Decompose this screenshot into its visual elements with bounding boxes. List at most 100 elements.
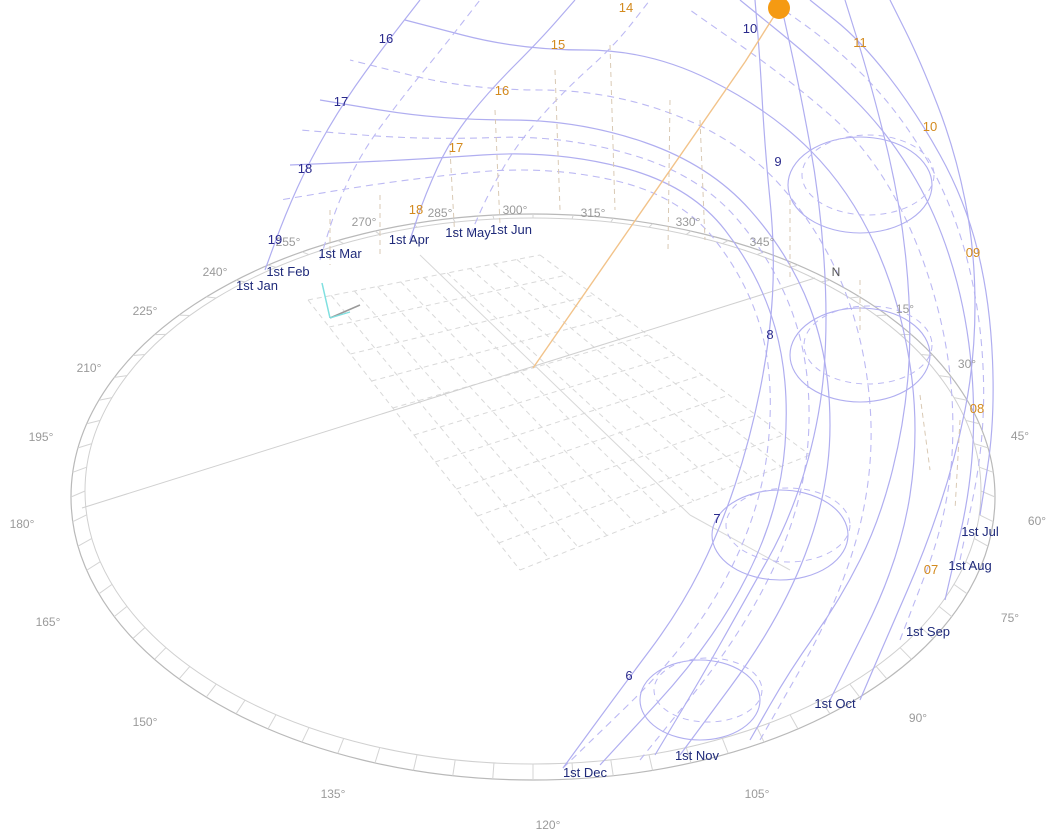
- compass-diameter-line: [689, 514, 791, 571]
- compass-tick: [452, 759, 456, 776]
- compass-tick: [789, 714, 799, 730]
- ground-grid-line: [413, 354, 676, 436]
- hour-label: 16: [495, 83, 509, 98]
- compass-tick: [98, 583, 113, 595]
- compass-tick: [756, 251, 765, 256]
- compass-tick: [648, 223, 653, 228]
- azimuth-label: 90°: [909, 711, 927, 725]
- date-label: 1st Sep: [906, 624, 950, 639]
- ground-grid-line: [519, 454, 811, 571]
- hour-path-line: [562, 0, 774, 769]
- compass-tick: [492, 762, 495, 779]
- compass-tick: [920, 627, 934, 639]
- compass-tick: [374, 747, 381, 764]
- compass-tick: [178, 666, 191, 680]
- compass-tick: [154, 647, 167, 660]
- analemma-loop: [639, 659, 761, 741]
- date-label: 1st Aug: [948, 558, 991, 573]
- azimuth-label: 285°: [428, 206, 453, 220]
- compass-tick: [113, 605, 128, 617]
- date-path-line: [279, 169, 771, 769]
- azimuth-label: 210°: [77, 361, 102, 375]
- hour-label: 16: [379, 31, 393, 46]
- compass-tick: [337, 240, 344, 245]
- drop-line: [449, 149, 456, 241]
- ground-grid-line: [423, 277, 666, 513]
- compass-tick: [412, 754, 418, 771]
- ground-grid-line: [446, 272, 695, 502]
- date-path-line: [299, 129, 810, 761]
- compass-tick: [374, 230, 381, 235]
- azimuth-label: 105°: [745, 787, 770, 801]
- date-path-line: [689, 9, 954, 641]
- ground-grid-line: [329, 274, 568, 328]
- analemma-loop: [711, 489, 849, 581]
- analemma-loop: [725, 487, 851, 563]
- ground-grid-line: [493, 263, 753, 479]
- compass-tick: [235, 279, 246, 283]
- date-path-line: [809, 0, 994, 516]
- hour-path-line: [859, 0, 976, 701]
- analemma-loop: [803, 305, 933, 385]
- compass-tick: [235, 699, 246, 715]
- compass-outer-ring: [70, 213, 996, 781]
- compass-tick: [77, 443, 92, 449]
- azimuth-label: 240°: [203, 265, 228, 279]
- hour-label: 9: [774, 154, 781, 169]
- hour-path-line: [749, 0, 911, 741]
- date-label: 1st Jun: [490, 222, 532, 237]
- hour-label: 14: [619, 0, 633, 15]
- compass-tick: [648, 754, 654, 771]
- date-label: 1st Apr: [389, 232, 430, 247]
- hour-label: 17: [449, 140, 463, 155]
- date-path-line: [404, 19, 916, 701]
- compass-tick: [98, 397, 113, 401]
- azimuth-label: 300°: [503, 203, 528, 217]
- drop-line: [609, 44, 616, 211]
- ground-grid-line: [350, 294, 595, 355]
- axis-gizmo-icon: [321, 282, 361, 319]
- date-path-line: [739, 0, 975, 601]
- hour-label: 10: [743, 21, 757, 36]
- ground-grid-line: [377, 286, 608, 536]
- compass-tick: [849, 683, 861, 698]
- hour-label: 08: [970, 401, 984, 416]
- compass-tick: [301, 251, 310, 256]
- drop-line: [494, 109, 501, 226]
- compass-tick: [72, 466, 87, 473]
- compass-tick: [973, 537, 989, 547]
- date-label: 1st Feb: [266, 264, 309, 279]
- compass-tick: [114, 375, 128, 378]
- compass-tick: [965, 419, 980, 425]
- compass-tick: [965, 561, 980, 571]
- compass-tick: [938, 605, 953, 617]
- azimuth-label: 120°: [536, 818, 561, 832]
- drop-line: [667, 99, 671, 251]
- date-path-line: [769, 0, 985, 561]
- compass-tick: [132, 627, 146, 639]
- compass-tick: [685, 230, 692, 235]
- azimuth-label: 345°: [750, 235, 775, 249]
- azimuth-label: 15°: [896, 302, 914, 316]
- compass-tick: [610, 759, 614, 776]
- compass-tick: [974, 443, 989, 449]
- compass-tick: [86, 419, 101, 425]
- compass-inner-ring: [84, 217, 982, 765]
- compass-tick: [571, 214, 574, 220]
- sun-ray-line: [532, 61, 746, 369]
- ground-grid-line: [330, 295, 550, 559]
- hour-label: 19: [268, 232, 282, 247]
- analemma-loop: [801, 134, 935, 216]
- compass-tick: [70, 490, 86, 498]
- date-path-line: [289, 153, 787, 766]
- compass-tick: [267, 714, 277, 730]
- hour-label: 17: [334, 94, 348, 109]
- analemma-loop: [787, 136, 933, 234]
- hour-path-line: [654, 0, 827, 756]
- compass-tick: [849, 296, 860, 299]
- azimuth-label: 30°: [958, 357, 976, 371]
- compass-tick: [72, 514, 87, 523]
- hour-label: 18: [409, 202, 423, 217]
- drop-line: [699, 119, 706, 241]
